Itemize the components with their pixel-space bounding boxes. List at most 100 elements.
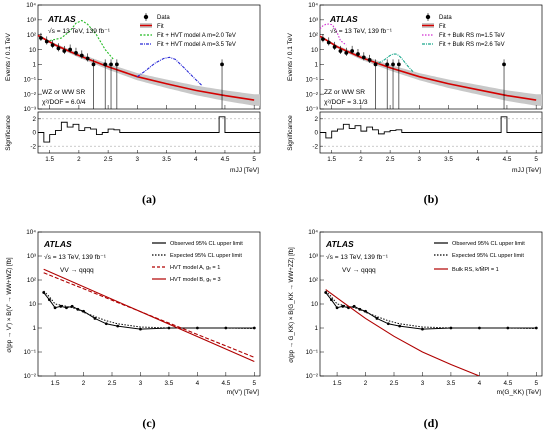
y-tick-label: 10⁻¹ <box>306 76 318 83</box>
process-label: VV → qqqq <box>60 267 94 274</box>
y-tick-label: 10⁻¹ <box>24 76 36 83</box>
legend-signal-1: Fit + Bulk RS m=1.5 TeV <box>439 33 505 39</box>
x-tick-label: 4.5 <box>503 380 512 387</box>
signal-1-line <box>319 23 347 46</box>
data-point <box>344 50 349 55</box>
series-2-line <box>43 290 255 330</box>
energy-label: √s = 13 TeV, 139 fb⁻¹ <box>326 253 389 261</box>
significance-histogram <box>38 116 260 143</box>
y-tick-label: 10 <box>29 47 37 54</box>
y-axis-label: σ(pp → G_KK) × B(G_KK → WW+ZZ) [fb] <box>288 247 295 363</box>
ratio-y-axis-label: Significance <box>287 115 294 151</box>
data-point <box>109 62 113 67</box>
observed-point <box>449 326 453 330</box>
panel-c: 1.5 2 2.5 3 3.5 4 4.5 5 10⁻² 10⁻¹ 1 10 10² 10³ 10⁴ ATL… <box>6 229 261 396</box>
series-3-line <box>43 272 255 358</box>
data-point <box>361 55 366 60</box>
x-tick-label: 1.5 <box>333 380 342 387</box>
data-point <box>68 47 73 52</box>
y-tick-label: 10⁴ <box>308 229 318 236</box>
x-axis-label: m(V') [TeV] <box>227 389 260 396</box>
caption-c: (c) <box>142 416 155 430</box>
y-tick-label: 10⁻¹ <box>306 349 318 356</box>
x-tick-label: 3 <box>421 380 425 387</box>
data-point <box>385 62 390 67</box>
x-tick-label: 4.5 <box>221 156 230 163</box>
x-tick-label: 3 <box>418 156 422 163</box>
significance-histogram <box>320 116 542 139</box>
y-tick-label: 10³ <box>27 253 36 260</box>
data-point <box>338 49 343 53</box>
legend: Data Fit Fit + HVT model A m=2.0 TeV Fit… <box>140 13 236 48</box>
x-tick-label: 1.5 <box>327 156 336 163</box>
data-point <box>326 40 331 45</box>
legend: Observed 95% CL upper limit Expected 95%… <box>434 241 525 273</box>
data-point <box>367 58 372 62</box>
panel-a: 1.5 2 2.5 3 3.5 4 4.5 5 10⁻³ 10⁻² 10⁻¹ 1 10 10² 10³ 10⁴… <box>5 2 261 174</box>
series-1-line <box>43 292 255 330</box>
x-tick-label: 2 <box>364 380 368 387</box>
x-tick-label: 5 <box>535 380 539 387</box>
atlas-label: ATLAS <box>43 239 72 249</box>
x-tick-label: 3.5 <box>165 380 174 387</box>
x-tick-label: 2.5 <box>104 156 113 163</box>
y-tick-label: 10⁻² <box>306 373 318 380</box>
observed-point <box>167 326 171 330</box>
observed-point <box>70 304 74 308</box>
signal-1-line <box>49 19 115 61</box>
y-tick-label: 10⁻¹ <box>24 349 36 356</box>
x-tick-label: 2 <box>82 380 86 387</box>
legend-observed: Observed 95% CL upper limit <box>452 241 525 247</box>
data-point <box>350 49 355 53</box>
y-tick-label: 1 <box>32 62 36 69</box>
legend-data: Data <box>439 15 452 21</box>
x-tick-label: 3 <box>139 380 143 387</box>
observed-point <box>341 304 345 308</box>
caption-a: (a) <box>142 192 156 206</box>
data-point <box>62 49 67 53</box>
y-tick-label: 10⁻³ <box>306 106 318 113</box>
x-tick-label: 3 <box>136 156 140 163</box>
y-tick-label: 10⁻³ <box>24 106 36 113</box>
y-tick-label: 10² <box>27 277 36 284</box>
y-axis-label: Events / 0.1 TeV <box>287 32 294 80</box>
chi2-label: χ²/DOF = 6.0/4 <box>42 99 86 106</box>
y-tick-label: 10³ <box>309 253 318 260</box>
energy-label: √s = 13 TeV, 139 fb⁻¹ <box>44 253 107 261</box>
ratio-y-tick-label: 0 <box>314 130 318 137</box>
legend: Observed 95% CL upper limit Expected 95%… <box>152 241 243 283</box>
data-point <box>50 43 55 47</box>
y-axis-label: Events / 0.1 TeV <box>5 32 12 80</box>
x-tick-label: 1.5 <box>45 156 54 163</box>
x-tick-label: 4 <box>476 156 480 163</box>
x-tick-label: 3.5 <box>162 156 171 163</box>
series-2-line <box>325 290 537 330</box>
data-point <box>114 62 119 67</box>
data-point <box>396 62 401 67</box>
chi2-label: χ²/DOF = 3.1/3 <box>324 99 368 106</box>
data-point <box>85 56 90 61</box>
legend-expected: Expected 95% CL upper limit <box>170 253 242 259</box>
x-tick-label: 5 <box>253 380 257 387</box>
observed-point <box>93 317 97 320</box>
x-tick-label: 3.5 <box>447 380 456 387</box>
x-tick-label: 4 <box>194 156 198 163</box>
atlas-label: ATLAS <box>325 239 354 249</box>
y-tick-label: 10⁻² <box>306 91 318 98</box>
ratio-y-tick-label: 2 <box>314 116 318 123</box>
y-tick-label: 10³ <box>27 17 36 24</box>
observed-point <box>398 324 402 328</box>
data-point <box>220 62 224 67</box>
observed-point <box>139 327 142 331</box>
y-tick-label: 1 <box>32 325 36 332</box>
series-3-line <box>325 289 480 376</box>
y-tick-label: 10⁴ <box>308 2 318 9</box>
legend-observed: Observed 95% CL upper limit <box>170 241 243 247</box>
data-point <box>91 62 96 67</box>
legend-expected: Expected 95% CL upper limit <box>452 253 524 259</box>
signal-2-line <box>378 53 414 73</box>
x-tick-label: 4.5 <box>503 156 512 163</box>
x-tick-label: 2 <box>359 156 363 163</box>
x-tick-label: 2.5 <box>390 380 399 387</box>
